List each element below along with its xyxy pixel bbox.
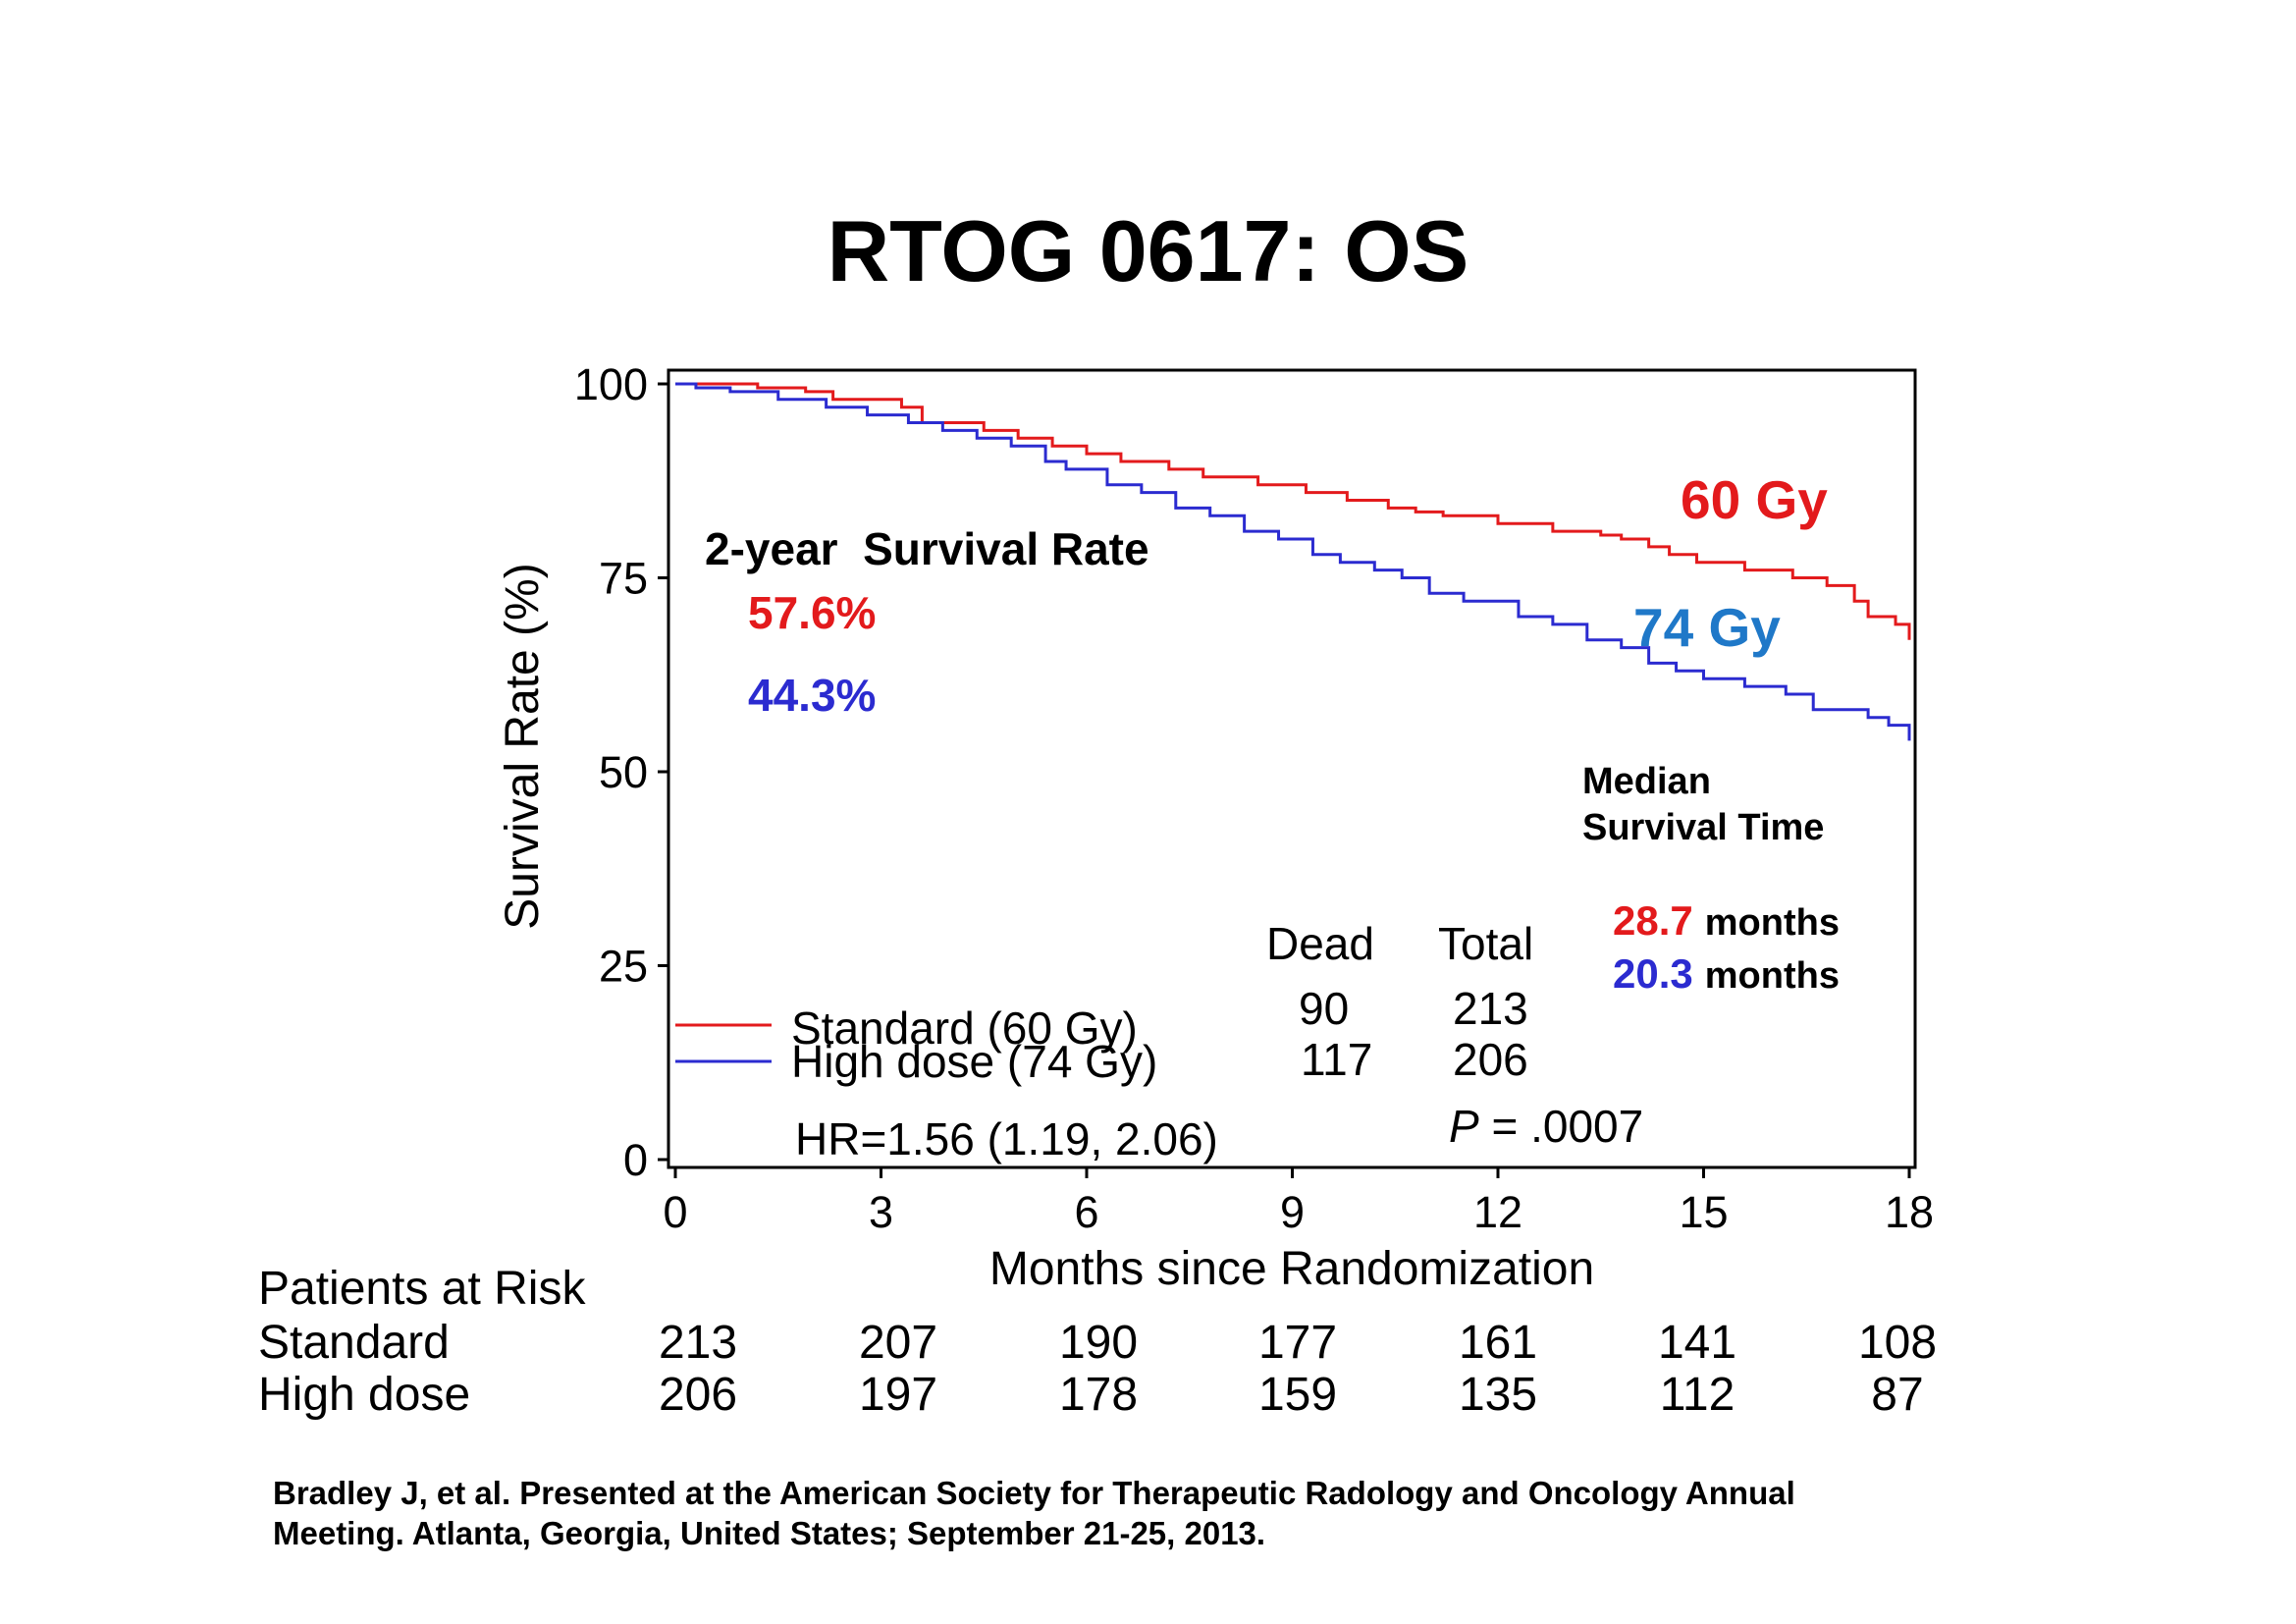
legend-label-standard: Standard (60 Gy) [791,1002,1138,1054]
median-60-line: 28.7 months [1613,897,1840,944]
total-60: 213 [1453,983,1528,1034]
y-axis: 0 25 50 75 100 [574,359,668,1185]
x-tick-label: 3 [869,1187,893,1237]
risk-cell: 141 [1657,1317,1737,1369]
median-74-unit: months [1705,955,1840,997]
series-line-high-dose [675,382,1911,741]
label-60-gy: 60 Gy [1681,469,1828,530]
y-tick-label: 75 [599,554,648,604]
median-74-line: 20.3 months [1613,950,1840,997]
x-axis: 0 3 6 9 12 15 18 [663,1167,1934,1237]
risk-cell: 112 [1659,1369,1735,1421]
risk-cell: 87 [1871,1369,1924,1421]
risk-cell: 207 [858,1317,938,1369]
x-tick-label: 9 [1280,1187,1305,1237]
risk-cell: 135 [1458,1369,1538,1421]
legend-label-high-dose: High dose (74 Gy) [791,1036,1157,1087]
median-74-value: 20.3 [1613,950,1693,997]
y-tick-label: 100 [574,359,648,409]
median-60-value: 28.7 [1613,897,1693,944]
x-tick-label: 12 [1473,1187,1522,1237]
y-tick-label: 50 [599,747,648,797]
citation: Bradley J, et al. Presented at the Ameri… [273,1473,1942,1553]
x-tick-label: 6 [1074,1187,1098,1237]
dead-header: Dead [1266,918,1374,969]
y-axis-label: Survival Rate (%) [497,563,549,929]
dead-60: 90 [1299,983,1349,1034]
series-line-standard [675,382,1911,640]
x-tick-label: 0 [663,1187,687,1237]
risk-cell: 206 [658,1369,738,1421]
risk-cell: 190 [1058,1317,1139,1369]
series-layer [675,382,1911,741]
citation-line-2: Meeting. Atlanta, Georgia, United States… [273,1515,1266,1551]
p-value-line: P = .0007 [1449,1101,1643,1152]
label-74-gy: 74 Gy [1633,597,1781,658]
risk-cell: 159 [1257,1369,1338,1421]
citation-line-1: Bradley J, et al. Presented at the Ameri… [273,1475,1795,1511]
dead-74: 117 [1301,1034,1372,1085]
risk-cell: 177 [1257,1317,1338,1369]
risk-row-label: High dose [258,1369,471,1421]
survival-74: 44.3% [748,670,876,721]
survival-60: 57.6% [748,587,876,638]
risk-cell: 213 [658,1317,738,1369]
total-74: 206 [1453,1034,1528,1085]
risk-cell: 178 [1058,1369,1139,1421]
median-heading-1: Median [1582,761,1711,802]
p-label: P [1449,1101,1479,1152]
risk-cell: 108 [1857,1317,1938,1369]
x-axis-label: Months since Randomization [989,1243,1594,1295]
p-value: = .0007 [1479,1101,1644,1152]
chart-title: RTOG 0617: OS [827,202,1469,299]
risk-cell: 161 [1458,1317,1538,1369]
survival-heading: 2-year Survival Rate [705,523,1149,574]
risk-table-heading: Patients at Risk [258,1263,586,1315]
median-60-unit: months [1705,902,1840,944]
median-heading-2: Survival Time [1582,807,1824,848]
x-tick-label: 15 [1679,1187,1728,1237]
risk-cell: 197 [858,1369,938,1421]
y-tick-label: 0 [623,1135,648,1185]
total-header: Total [1438,918,1533,969]
x-tick-label: 18 [1885,1187,1934,1237]
hazard-ratio: HR=1.56 (1.19, 2.06) [795,1113,1218,1164]
y-tick-label: 25 [599,942,648,992]
risk-row-label: Standard [258,1317,450,1369]
